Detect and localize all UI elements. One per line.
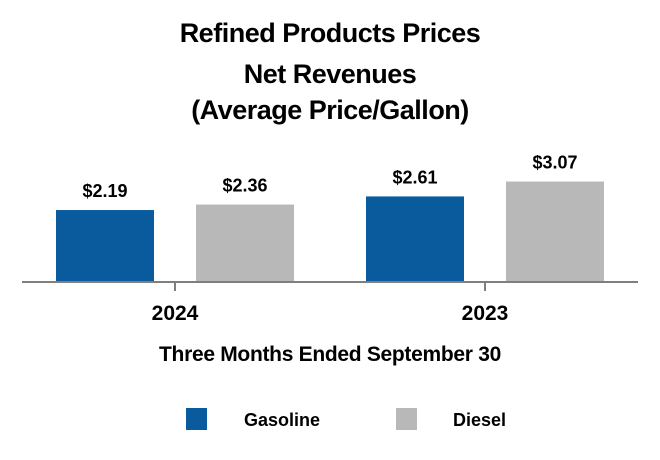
bars-group	[56, 181, 604, 281]
chart-title-line-2: Net Revenues	[244, 59, 417, 89]
legend-swatch-diesel	[396, 408, 417, 430]
legend-label-gasoline: Gasoline	[244, 410, 320, 430]
bar-diesel-2024	[196, 204, 294, 281]
value-label-gasoline-2023: $2.61	[392, 167, 437, 187]
chart-title-line-1: Refined Products Prices	[180, 18, 481, 48]
x-axis-label: Three Months Ended September 30	[159, 343, 501, 366]
legend-swatch-gasoline	[186, 408, 207, 430]
chart-title-line-3: (Average Price/Gallon)	[191, 95, 469, 125]
value-label-diesel-2024: $2.36	[222, 176, 267, 196]
value-label-diesel-2023: $3.07	[532, 153, 577, 173]
category-label-2024: 2024	[152, 302, 199, 325]
value-label-gasoline-2024: $2.19	[82, 181, 127, 201]
x-axis-ticks	[174, 282, 486, 291]
value-labels-group: $2.19 $2.36 $2.61 $3.07	[82, 153, 577, 202]
legend: Gasoline Diesel	[186, 408, 506, 430]
bar-gasoline-2024	[56, 210, 154, 281]
bar-diesel-2023	[506, 181, 604, 281]
bar-gasoline-2023	[366, 196, 464, 281]
category-label-2023: 2023	[462, 302, 509, 325]
legend-label-diesel: Diesel	[453, 410, 506, 430]
